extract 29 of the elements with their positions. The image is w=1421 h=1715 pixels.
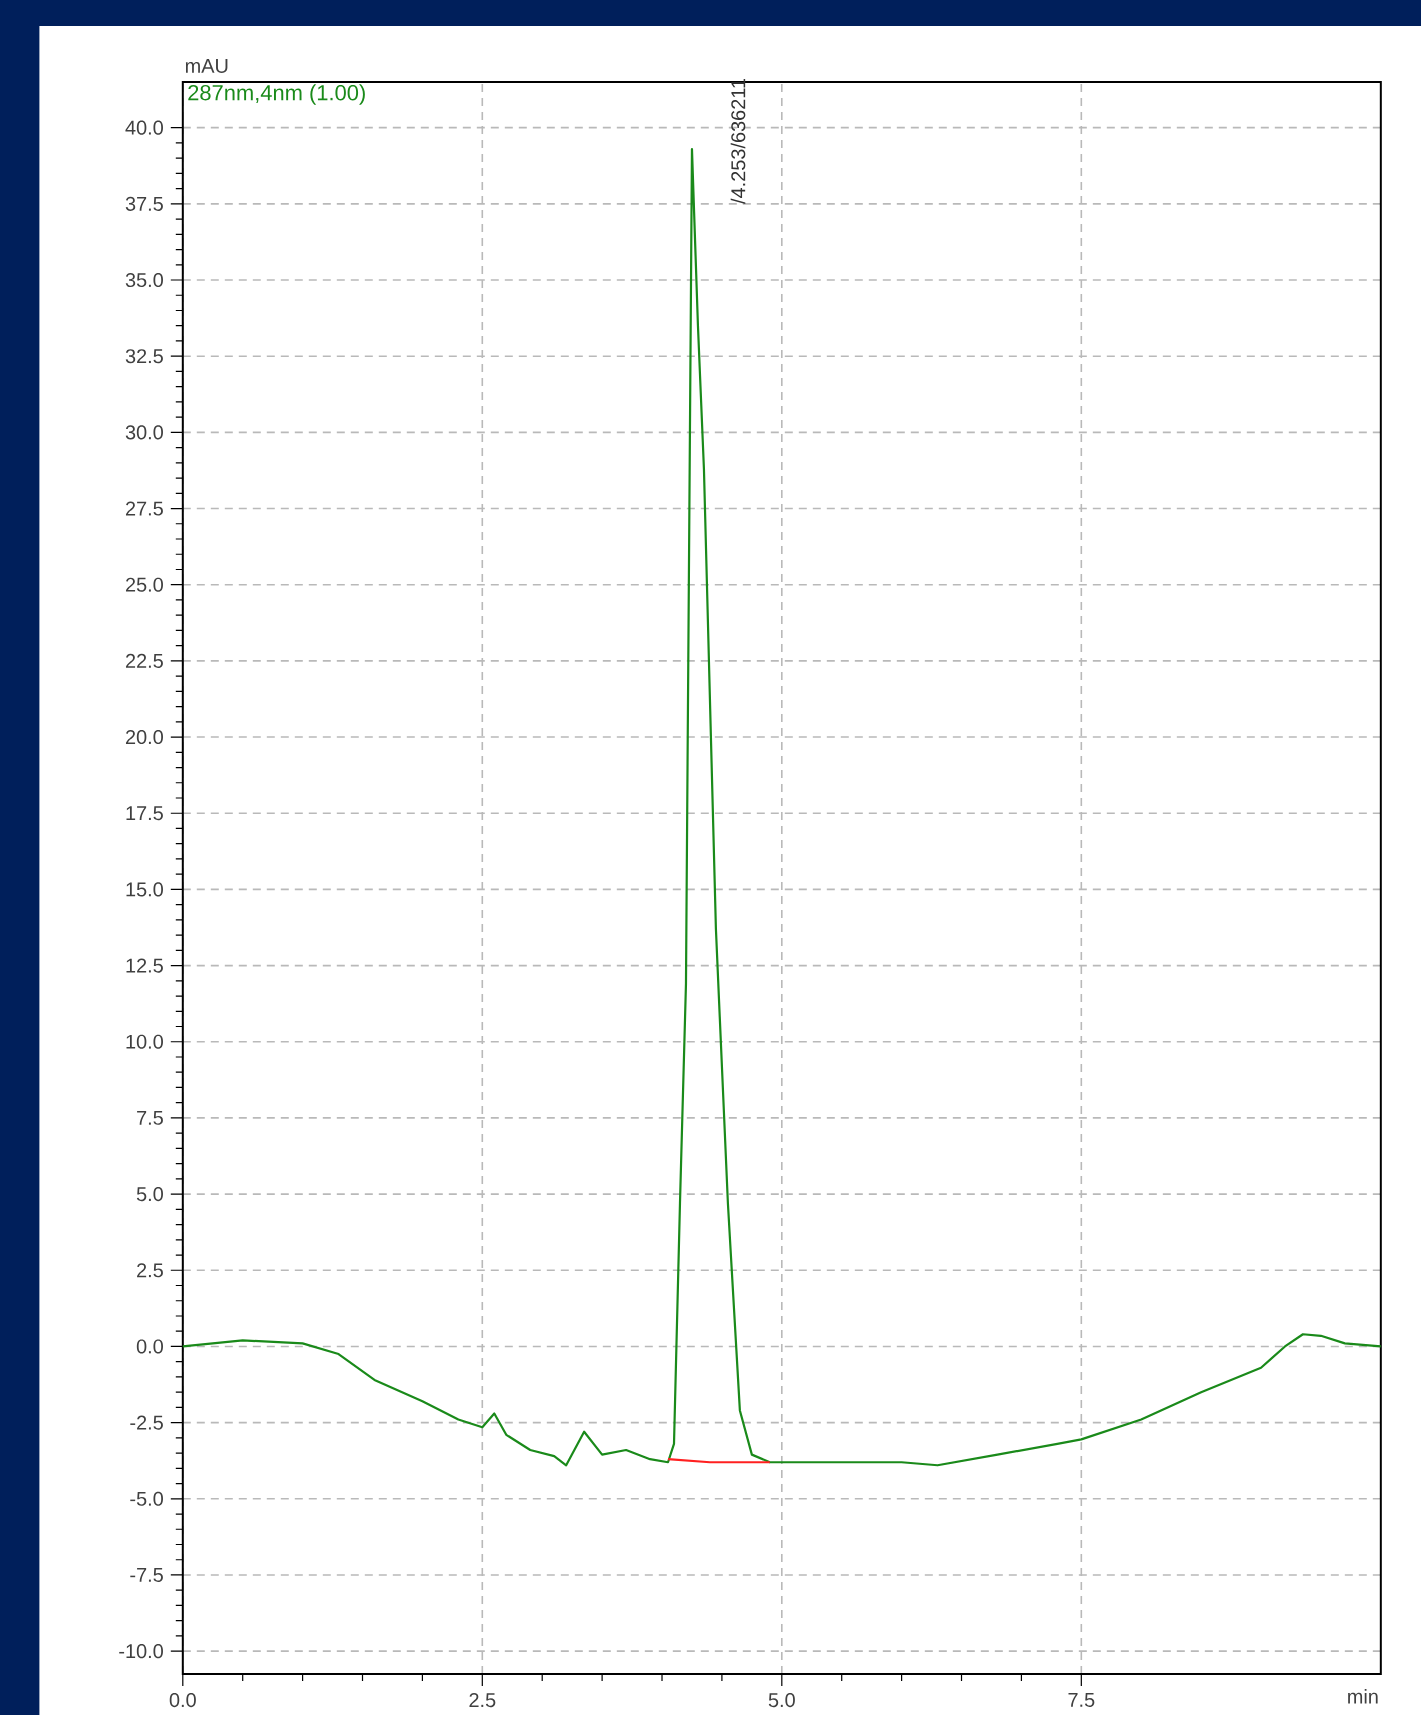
x-tick-label: 2.5 <box>469 1693 496 1708</box>
y-tick-label: 7.5 <box>137 1110 163 1125</box>
y-tick-label: 5.0 <box>136 1187 163 1202</box>
y-tick-label: -7.5 <box>130 1568 163 1582</box>
text: 287nm,4nm (1.00) <box>188 84 365 105</box>
y-tick-label: 10.0 <box>126 1034 163 1049</box>
y-tick-label: 20.0 <box>125 730 163 745</box>
y-tick-label: -2.5 <box>130 1415 163 1430</box>
y-tick-label: 40.0 <box>125 120 163 135</box>
y-tick-label: 37.5 <box>125 196 163 211</box>
x-tick-label: 5.0 <box>768 1693 795 1708</box>
y-tick-label: 0.0 <box>136 1339 163 1354</box>
y-tick-label: 22.5 <box>125 653 163 668</box>
y-axis-title: mAU <box>185 59 228 73</box>
x-axis-title: min <box>1348 1689 1378 1704</box>
y-tick-label: 25.0 <box>125 577 163 592</box>
x-tick-label: 7.5 <box>1068 1693 1095 1707</box>
x-tick-label: 0.0 <box>169 1693 196 1708</box>
y-tick-label: 27.5 <box>125 501 163 516</box>
y-tick-label: 15.0 <box>126 882 163 897</box>
y-tick-label: 17.5 <box>126 806 163 821</box>
y-tick-label: 35.0 <box>125 272 163 288</box>
y-tick-label: 12.5 <box>126 958 163 973</box>
y-tick-label: 2.5 <box>137 1263 163 1278</box>
y-tick-label: -10.0 <box>119 1644 163 1659</box>
y-tick-label: -5.0 <box>130 1491 163 1506</box>
y-tick-label: 32.5 <box>125 349 163 364</box>
y-tick-label: 30.0 <box>125 425 163 440</box>
annotation: /4.253/636211 <box>730 79 746 204</box>
